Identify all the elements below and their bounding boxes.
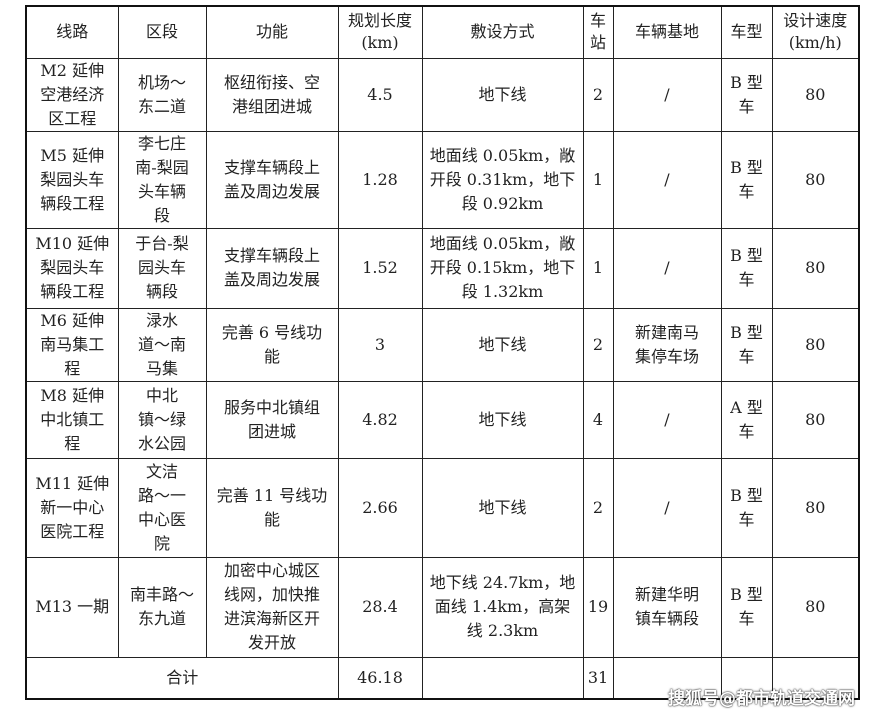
table-cell: 19: [582, 556, 614, 658]
table-cell: /: [612, 457, 722, 558]
total-stations: 31: [582, 656, 614, 700]
table-cell: 80: [771, 380, 860, 459]
table-cell: M13 一期: [25, 556, 119, 658]
table-cell: 完善 6 号线功 能: [205, 307, 339, 382]
table-cell: /: [612, 130, 722, 229]
table-cell: 80: [771, 130, 860, 229]
column-header: 区段: [117, 5, 207, 59]
table-cell: 新建南马 集停车场: [612, 307, 722, 382]
table-cell: 80: [771, 227, 860, 309]
column-header: 敷设方式: [421, 5, 584, 59]
table-cell: 2.66: [337, 457, 423, 558]
total-row: 合计 46.18 31: [25, 656, 860, 700]
table-cell: 机场～ 东二道: [117, 57, 207, 132]
total-empty: [771, 656, 860, 700]
table-cell: 地下线: [421, 457, 584, 558]
table-cell: B 型 车: [720, 307, 773, 382]
table-cell: B 型 车: [720, 57, 773, 132]
table-cell: 地面线 0.05km，敞 开段 0.15km，地下 段 1.32km: [421, 227, 584, 309]
table-cell: 2: [582, 307, 614, 382]
column-header: 设计速度 (km/h): [771, 5, 860, 59]
table-cell: 1.52: [337, 227, 423, 309]
table-cell: 完善 11 号线功 能: [205, 457, 339, 558]
table-cell: 3: [337, 307, 423, 382]
table-cell: 4.5: [337, 57, 423, 132]
table-row: M6 延伸 南马集工 程渌水 道～南 马集 完善 6 号线功 能 3 地下线 2 新建南马…: [25, 307, 860, 382]
table-row: M2 延伸 空港经济 区工程 机场～ 东二道 枢纽衔接、空 港组团进城 4.5 地下线 2…: [25, 57, 860, 132]
table-cell: B 型 车: [720, 556, 773, 658]
table-cell: 2: [582, 457, 614, 558]
table-cell: /: [612, 227, 722, 309]
table-cell: 地下线: [421, 380, 584, 459]
table-cell: M10 延伸 梨园头车 辆段工程: [25, 227, 119, 309]
table-cell: 支撑车辆段上 盖及周边发展: [205, 227, 339, 309]
column-header: 规划长度 (km): [337, 5, 423, 59]
table-cell: 28.4: [337, 556, 423, 658]
header-row: 线路 区段 功能 规划长度 (km) 敷设方式车 站车辆基地 车型 设计速度 (km/h): [25, 5, 860, 59]
total-empty: [421, 656, 584, 700]
table-cell: 4: [582, 380, 614, 459]
table-cell: 加密中心城区 线网，加快推 进滨海新区开 发开放: [205, 556, 339, 658]
table-cell: 地面线 0.05km，敞 开段 0.31km，地下 段 0.92km: [421, 130, 584, 229]
watermark: 搜狐号@都市轨道交通网: [668, 689, 855, 709]
table-cell: M8 延伸 中北镇工 程: [25, 380, 119, 459]
table-cell: 2: [582, 57, 614, 132]
table-cell: 地下线: [421, 307, 584, 382]
table-cell: 80: [771, 307, 860, 382]
table-cell: 中北 镇～绿 水公园: [117, 380, 207, 459]
table-cell: B 型 车: [720, 227, 773, 309]
table-cell: /: [612, 380, 722, 459]
table-cell: 于台-梨 园头车 辆段: [117, 227, 207, 309]
table-cell: 80: [771, 556, 860, 658]
table-cell: 80: [771, 57, 860, 132]
table-cell: 1.28: [337, 130, 423, 229]
table-cell: 80: [771, 457, 860, 558]
total-length: 46.18: [337, 656, 423, 700]
table-cell: 地下线 24.7km，地 面线 1.4km，高架 线 2.3km: [421, 556, 584, 658]
table-row: M5 延伸 梨园头车 辆段工程 李七庄 南-梨园 头车辆 段支撑车辆段上 盖及周边…: [25, 130, 860, 229]
table-cell: M2 延伸 空港经济 区工程: [25, 57, 119, 132]
table-cell: 渌水 道～南 马集: [117, 307, 207, 382]
table-row: M10 延伸 梨园头车 辆段工程 于台-梨 园头车 辆段 支撑车辆段上 盖及周边发展…: [25, 227, 860, 309]
table-cell: B 型 车: [720, 457, 773, 558]
table-row: M8 延伸 中北镇工 程中北 镇～绿 水公园 服务中北镇组 团进城 4.82 地下线 4…: [25, 380, 860, 459]
table-cell: 4.82: [337, 380, 423, 459]
metro-extension-table: 线路 区段 功能 规划长度 (km) 敷设方式车 站车辆基地 车型 设计速度 (km/h) …: [25, 5, 860, 700]
table-cell: M6 延伸 南马集工 程: [25, 307, 119, 382]
table-cell: 南丰路～ 东九道: [117, 556, 207, 658]
table-cell: 1: [582, 227, 614, 309]
table-cell: M5 延伸 梨园头车 辆段工程: [25, 130, 119, 229]
table-cell: 枢纽衔接、空 港组团进城: [205, 57, 339, 132]
column-header: 功能: [205, 5, 339, 59]
column-header: 线路: [25, 5, 119, 59]
table-cell: 文洁 路～一 中心医 院: [117, 457, 207, 558]
table-cell: B 型 车: [720, 130, 773, 229]
table-cell: A 型 车: [720, 380, 773, 459]
column-header: 车辆基地: [612, 5, 722, 59]
table-cell: 新建华明 镇车辆段: [612, 556, 722, 658]
table-cell: M11 延伸 新一中心 医院工程: [25, 457, 119, 558]
table-cell: 1: [582, 130, 614, 229]
table-cell: 地下线: [421, 57, 584, 132]
table-row: M13 一期 南丰路～ 东九道 加密中心城区 线网，加快推 进滨海新区开 发开放 28…: [25, 556, 860, 658]
table-cell: 支撑车辆段上 盖及周边发展: [205, 130, 339, 229]
table-cell: /: [612, 57, 722, 132]
total-label: 合计: [25, 656, 339, 700]
total-empty: [720, 656, 773, 700]
table-cell: 服务中北镇组 团进城: [205, 380, 339, 459]
column-header: 车型: [720, 5, 773, 59]
column-header: 车 站: [582, 5, 614, 59]
table-cell: 李七庄 南-梨园 头车辆 段: [117, 130, 207, 229]
